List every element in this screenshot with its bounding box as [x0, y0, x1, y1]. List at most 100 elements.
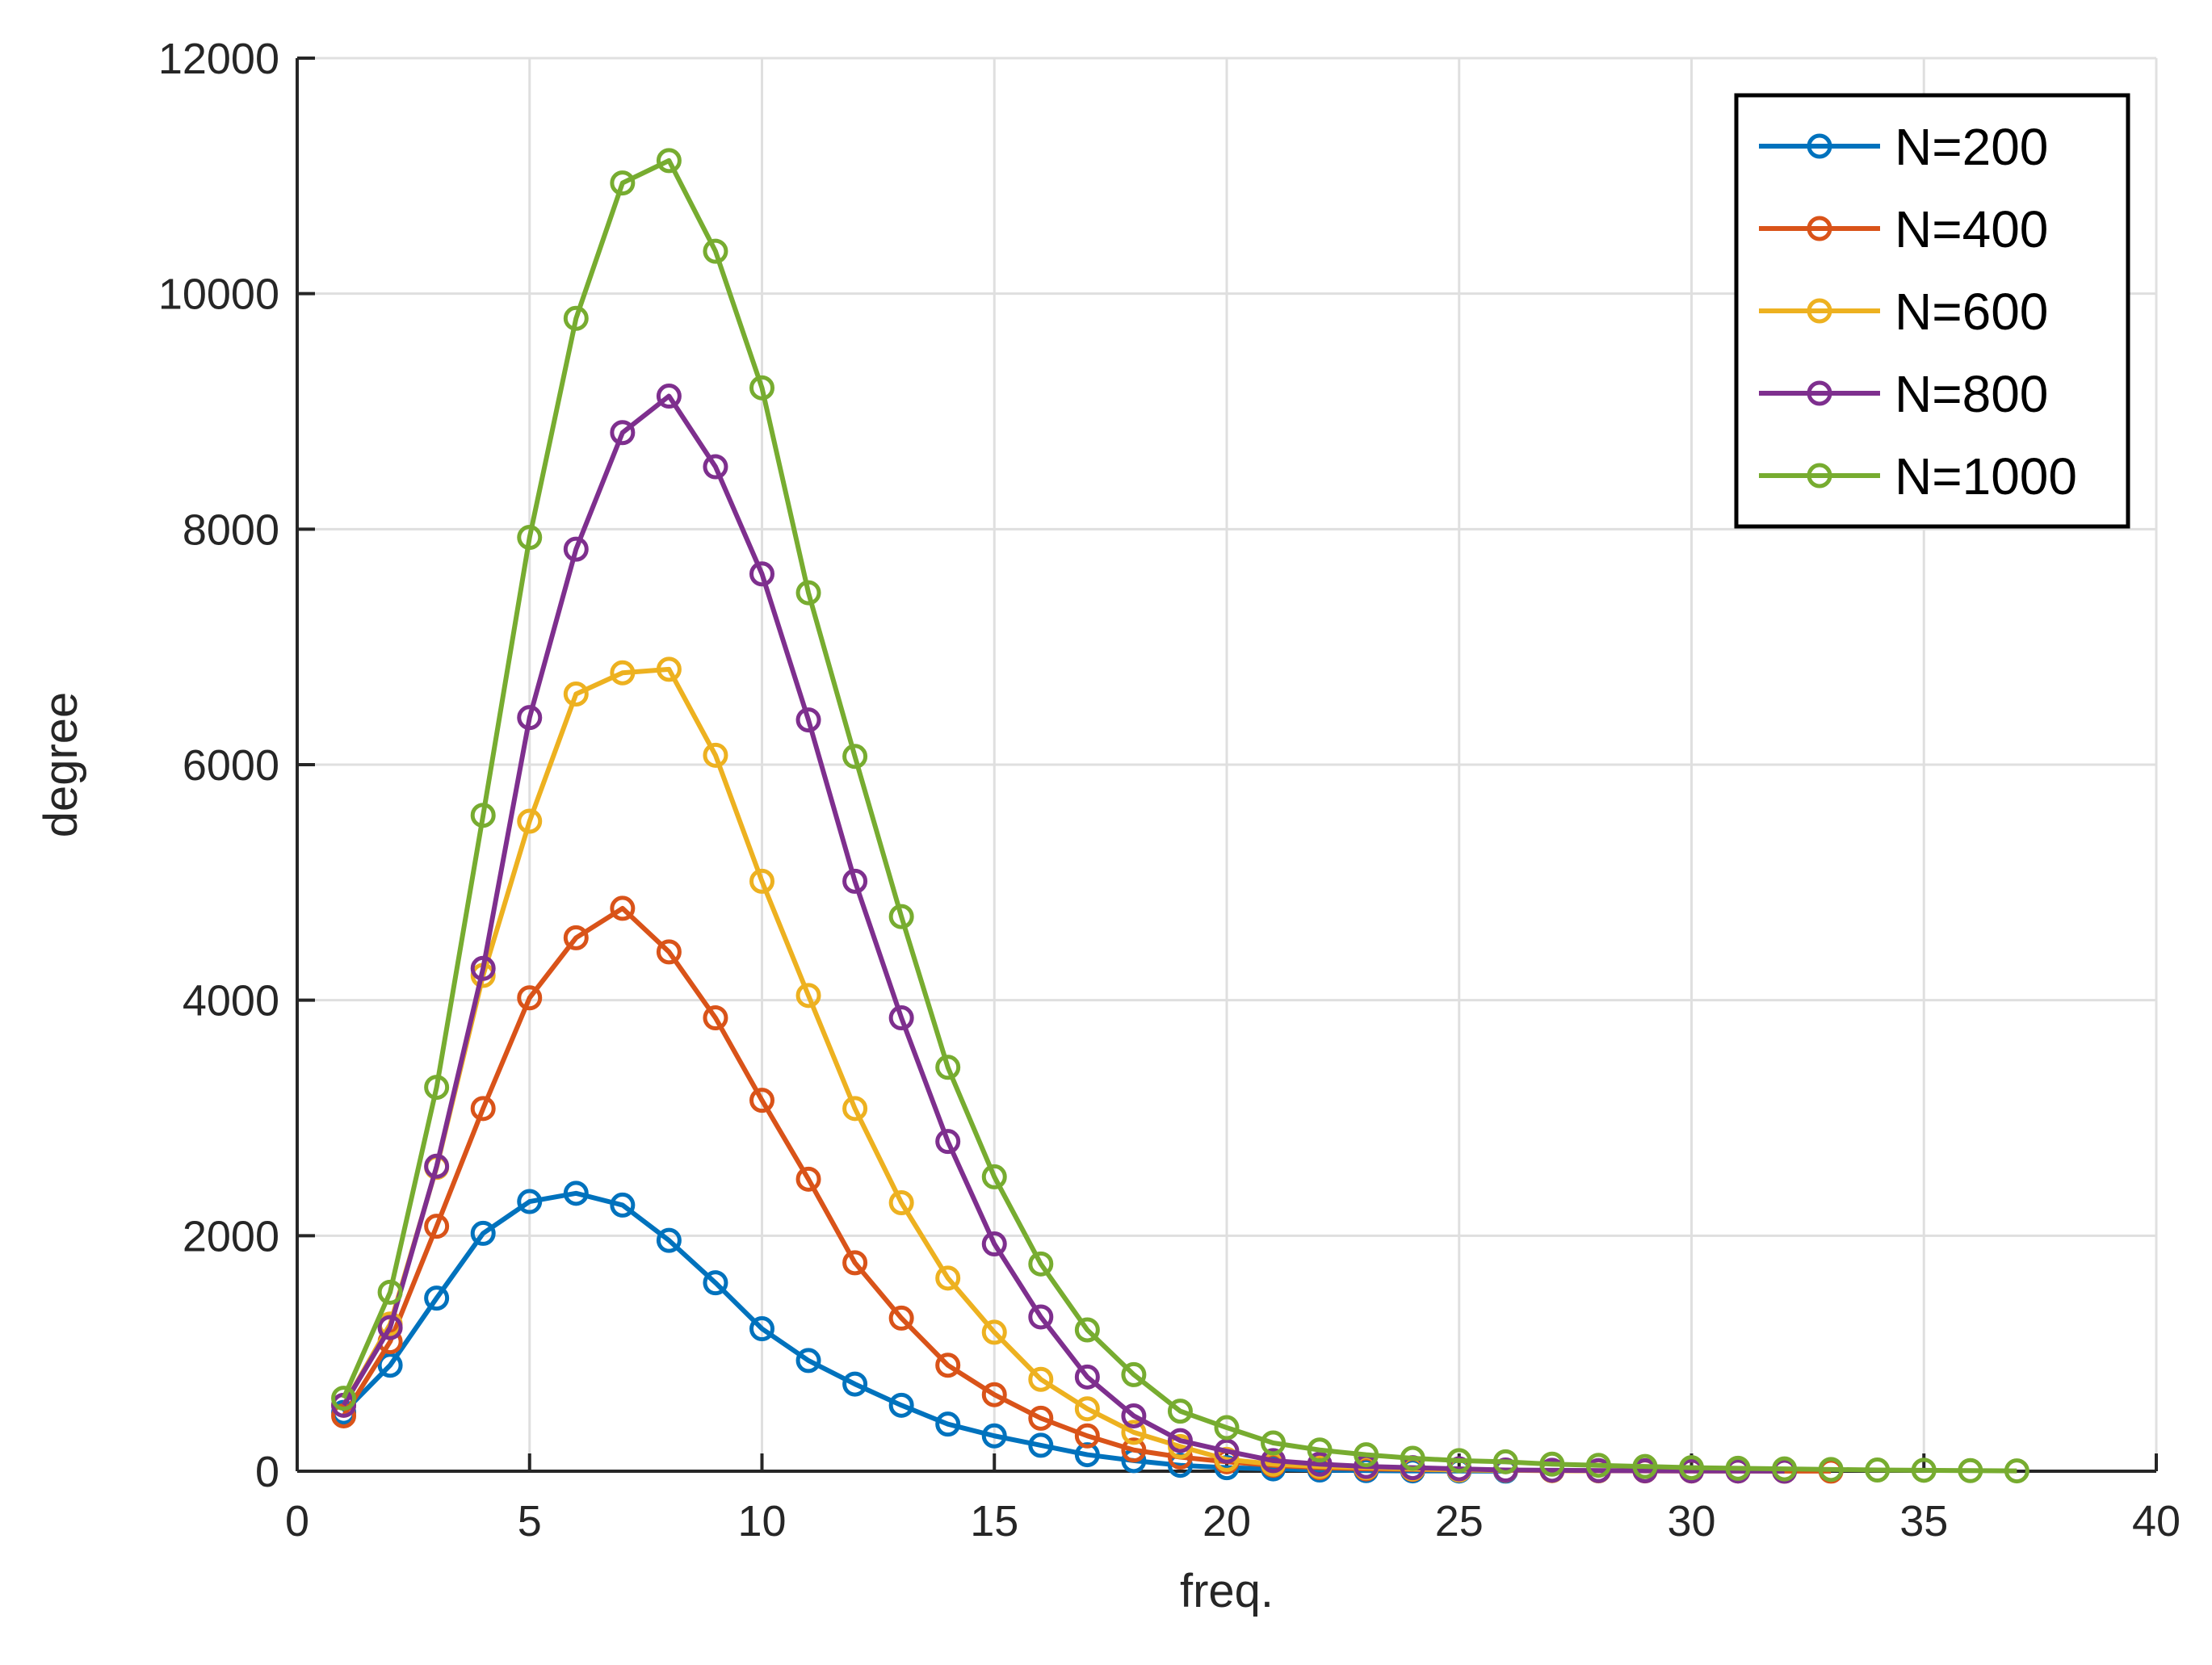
legend-entry: N=800 [1759, 365, 2048, 423]
data-point-marker [888, 1005, 914, 1031]
data-point-marker [2004, 1458, 2029, 1484]
data-point-marker [656, 1227, 682, 1253]
data-point-marker [981, 1231, 1007, 1257]
data-point-marker [1074, 1423, 1100, 1449]
x-tick-label: 40 [2132, 1497, 2181, 1545]
data-point-marker [1121, 1437, 1147, 1463]
y-tick-label: 6000 [183, 741, 279, 790]
data-point-marker [1167, 1399, 1193, 1424]
data-point-marker [331, 1403, 357, 1428]
data-point-marker [377, 1353, 403, 1378]
legend-marker-swatch [1807, 216, 1832, 241]
data-point-marker [424, 1075, 450, 1101]
data-point-marker [656, 656, 682, 682]
data-point-marker [1818, 1457, 1844, 1483]
data-point-marker [563, 305, 589, 331]
legend-entry: N=200 [1759, 118, 2048, 176]
data-point-marker [1028, 1405, 1054, 1431]
data-point-marker [795, 1348, 821, 1374]
data-point-marker [703, 742, 728, 768]
data-point-marker [1307, 1451, 1333, 1477]
data-point-marker [656, 939, 682, 965]
data-point-marker [888, 904, 914, 929]
data-point-marker [1028, 1251, 1054, 1277]
x-tick-label: 15 [970, 1497, 1018, 1545]
x-tick-label: 20 [1203, 1497, 1251, 1545]
data-point-marker [795, 1166, 821, 1192]
data-point-marker [1261, 1430, 1286, 1456]
data-point-marker [1028, 1366, 1054, 1392]
data-point-marker [935, 1055, 961, 1080]
data-point-marker [1492, 1449, 1518, 1474]
data-point-marker [610, 660, 636, 686]
data-point-marker [935, 1353, 961, 1378]
x-tick-label: 25 [1435, 1497, 1484, 1545]
data-point-marker [749, 561, 774, 587]
data-point-marker [703, 238, 728, 264]
data-point-marker [610, 420, 636, 446]
data-point-marker [1446, 1448, 1472, 1474]
data-point-marker [795, 580, 821, 606]
y-tick-label: 0 [255, 1448, 279, 1496]
data-point-marker [563, 536, 589, 562]
data-point-marker [842, 868, 868, 894]
data-point-marker [563, 682, 589, 707]
data-point-marker [795, 707, 821, 733]
data-point-marker [795, 983, 821, 1009]
data-point-marker [1632, 1453, 1658, 1479]
data-point-marker [517, 1189, 543, 1214]
legend-entry: N=1000 [1759, 447, 2077, 505]
data-point-marker [1539, 1451, 1565, 1477]
data-point-marker [470, 1220, 496, 1246]
data-point-marker [935, 1411, 961, 1437]
legend-marker-swatch [1807, 133, 1832, 159]
data-point-marker [1958, 1457, 1983, 1483]
data-point-marker [935, 1129, 961, 1155]
data-point-marker [1911, 1457, 1937, 1483]
legend-label: N=400 [1895, 200, 2048, 258]
data-point-marker [470, 803, 496, 828]
data-point-marker [377, 1315, 403, 1340]
data-point-marker [424, 1153, 450, 1179]
y-tick-label: 10000 [158, 271, 279, 319]
data-point-marker [517, 525, 543, 551]
legend-entry: N=600 [1759, 283, 2048, 341]
y-axis-title: degree [35, 692, 87, 838]
data-point-marker [935, 1265, 961, 1291]
data-point-marker [842, 1250, 868, 1276]
data-point-marker [1865, 1457, 1891, 1483]
data-point-marker [1679, 1455, 1704, 1481]
legend-label: N=200 [1895, 118, 2048, 176]
data-point-marker [1585, 1453, 1611, 1478]
data-point-marker [1167, 1428, 1193, 1453]
data-point-marker [842, 1371, 868, 1397]
data-point-marker [424, 1285, 450, 1311]
data-point-marker [610, 170, 636, 196]
data-point-marker [1214, 1415, 1240, 1441]
series-group [331, 148, 2029, 1484]
data-point-marker [331, 1386, 357, 1411]
data-point-marker [981, 1319, 1007, 1345]
data-point-marker [1121, 1420, 1147, 1445]
data-point-marker [1121, 1361, 1147, 1387]
data-point-marker [981, 1164, 1007, 1189]
data-point-marker [1725, 1455, 1751, 1481]
data-point-marker [749, 1316, 774, 1342]
data-point-marker [656, 384, 682, 409]
legend-marker-swatch [1807, 463, 1832, 489]
data-point-marker [1772, 1456, 1798, 1482]
data-point-marker [1028, 1432, 1054, 1458]
data-point-marker [517, 985, 543, 1011]
x-axis-title: freq. [1180, 1565, 1274, 1617]
x-tick-label: 10 [737, 1497, 786, 1545]
data-point-marker [517, 705, 543, 731]
data-point-marker [563, 925, 589, 950]
series-n-1000 [331, 148, 2029, 1484]
y-tick-label: 4000 [183, 977, 279, 1025]
data-point-marker [1074, 1396, 1100, 1422]
data-point-marker [610, 1192, 636, 1218]
x-tick-label: 0 [285, 1497, 309, 1545]
data-point-marker [888, 1392, 914, 1418]
x-tick-label: 35 [1899, 1497, 1948, 1545]
